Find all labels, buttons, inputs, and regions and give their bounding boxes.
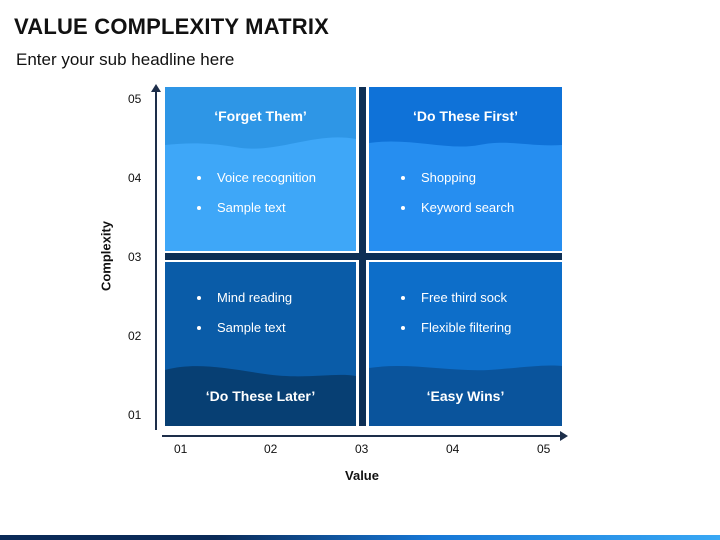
- list-item: Keyword search: [399, 200, 514, 230]
- y-axis-line: [155, 90, 157, 430]
- footer-stripe: [0, 535, 720, 540]
- x-tick-label: 03: [355, 442, 369, 456]
- bullet-list: Voice recognition Sample text: [195, 170, 316, 230]
- page-title: VALUE COMPLEXITY MATRIX: [14, 14, 330, 39]
- bullet-list: Free third sock Flexible filtering: [399, 290, 511, 350]
- wave-band: [165, 87, 356, 149]
- x-tick-label: 01: [174, 442, 188, 456]
- quadrant-label: ‘Do These Later’: [205, 388, 316, 404]
- y-tick-label: 01: [128, 408, 142, 422]
- quadrant-easy-wins: ‘Easy Wins’ Free third sock Flexible fil…: [369, 262, 562, 426]
- y-axis-title: Complexity: [98, 220, 114, 292]
- y-tick-label: 04: [128, 171, 142, 185]
- x-tick-label: 05: [537, 442, 551, 456]
- quadrant-label: ‘Easy Wins’: [426, 388, 505, 404]
- quadrant-do-these-first: ‘Do These First’ Shopping Keyword search: [369, 87, 562, 251]
- x-tick-label: 02: [264, 442, 278, 456]
- bullet-list: Mind reading Sample text: [195, 290, 292, 350]
- y-tick-label: 03: [128, 250, 142, 264]
- list-item: Sample text: [195, 200, 316, 230]
- horizontal-divider: [165, 253, 562, 260]
- list-item: Sample text: [195, 320, 292, 350]
- y-tick-label: 02: [128, 329, 142, 343]
- list-item: Flexible filtering: [399, 320, 511, 350]
- quadrant-label: ‘Do These First’: [412, 108, 519, 124]
- y-tick-label: 05: [128, 92, 142, 106]
- bullet-list: Shopping Keyword search: [399, 170, 514, 230]
- quadrant-forget-them: ‘Forget Them’ Voice recognition Sample t…: [165, 87, 356, 251]
- quadrant-do-these-later: ‘Do These Later’ Mind reading Sample tex…: [165, 262, 356, 426]
- page-subtitle: Enter your sub headline here: [16, 50, 235, 69]
- wave-band: [369, 87, 562, 147]
- wave-band: [165, 366, 356, 426]
- x-tick-label: 04: [446, 442, 460, 456]
- list-item: Free third sock: [399, 290, 511, 320]
- x-axis-line: [162, 435, 562, 437]
- list-item: Voice recognition: [195, 170, 316, 200]
- y-axis-arrow-icon: [151, 84, 161, 92]
- quadrant-label: ‘Forget Them’: [214, 108, 307, 124]
- wave-band: [369, 365, 562, 426]
- list-item: Mind reading: [195, 290, 292, 320]
- x-axis-title: Value: [345, 468, 379, 483]
- x-axis-arrow-icon: [560, 431, 568, 441]
- list-item: Shopping: [399, 170, 514, 200]
